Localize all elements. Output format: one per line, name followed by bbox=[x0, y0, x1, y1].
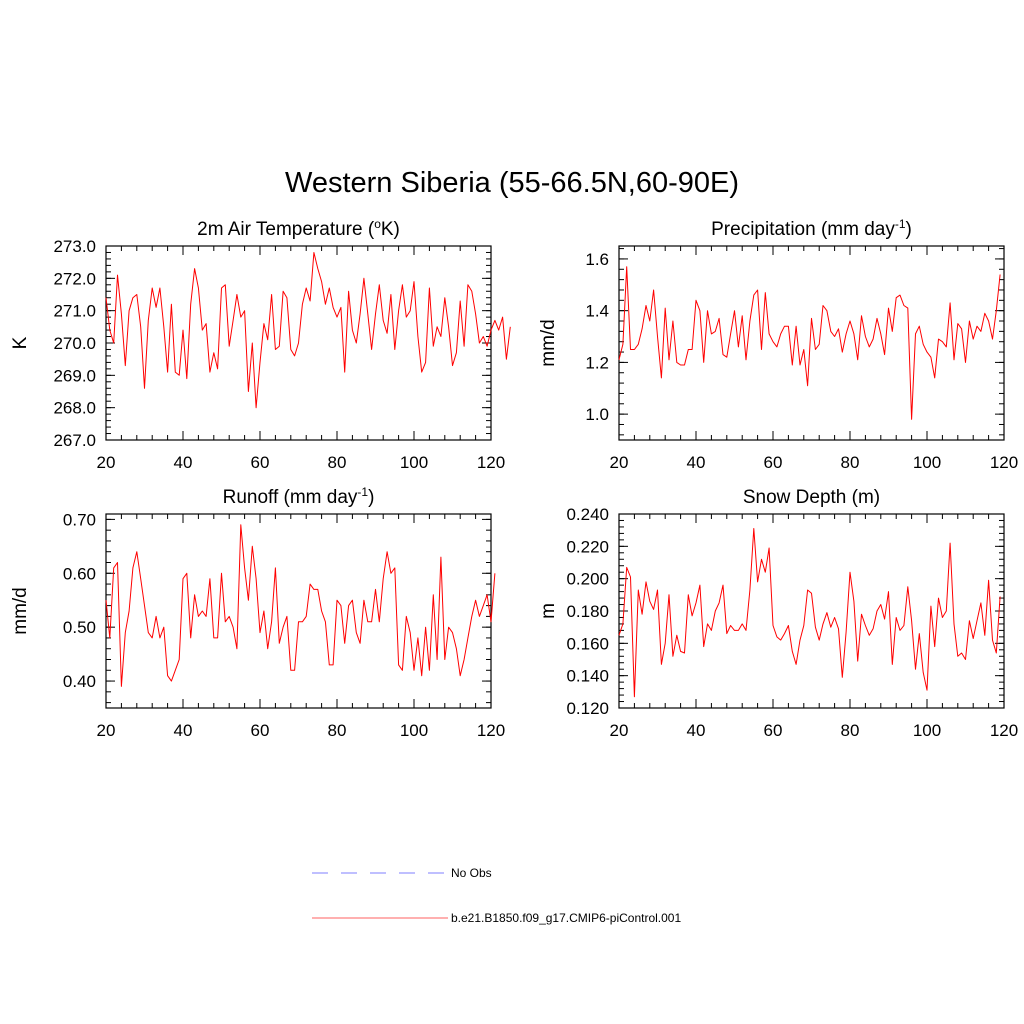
y-tick-label: 1.4 bbox=[585, 302, 609, 321]
y-tick-label: 267.0 bbox=[53, 431, 96, 450]
y-tick-label: 270.0 bbox=[53, 334, 96, 353]
x-tick-label: 40 bbox=[687, 453, 706, 472]
panel-title: Snow Depth (m) bbox=[743, 487, 880, 508]
panels: 2m Air Temperature (oK) K 20 40 60 80 100 120 26… bbox=[10, 217, 1018, 740]
x-tick-label: 20 bbox=[610, 721, 629, 740]
x-tick-label: 40 bbox=[174, 721, 193, 740]
series-line bbox=[105, 524, 496, 687]
legend-label: No Obs bbox=[451, 866, 492, 880]
y-tick-label: 1.6 bbox=[585, 250, 609, 269]
x-tick-label: 60 bbox=[251, 453, 270, 472]
y-tick-label: 0.200 bbox=[566, 570, 609, 589]
figure-title: Western Siberia (55-66.5N,60-90E) bbox=[285, 167, 739, 199]
y-tick-label: 271.0 bbox=[53, 302, 96, 321]
x-tick-label: 40 bbox=[687, 721, 706, 740]
y-axis-label: mm/d bbox=[10, 587, 31, 635]
panel-title: Precipitation (mm day-1) bbox=[711, 217, 912, 240]
x-tick-label: 60 bbox=[251, 721, 270, 740]
x-tick-label: 40 bbox=[174, 453, 193, 472]
x-tick-label: 20 bbox=[610, 453, 629, 472]
x-tick-label: 120 bbox=[477, 453, 505, 472]
y-tick-label: 0.220 bbox=[566, 537, 609, 556]
chart-panel: Snow Depth (m) m 20 40 60 80 100 120 0.120 0.140 0… bbox=[538, 487, 1018, 740]
x-tick-label: 80 bbox=[841, 453, 860, 472]
x-tick-label: 100 bbox=[400, 721, 428, 740]
x-tick-label: 20 bbox=[97, 721, 116, 740]
y-tick-label: 1.2 bbox=[585, 353, 609, 372]
plot-frame bbox=[105, 513, 492, 709]
y-axis-label: m bbox=[538, 603, 559, 619]
y-tick-label: 0.240 bbox=[566, 505, 609, 524]
y-tick-label: 0.180 bbox=[566, 602, 609, 621]
y-tick-label: 273.0 bbox=[53, 237, 96, 256]
y-tick-label: 0.40 bbox=[63, 672, 96, 691]
series-line bbox=[618, 266, 1001, 420]
x-tick-label: 80 bbox=[841, 721, 860, 740]
y-tick-label: 0.120 bbox=[566, 699, 609, 718]
plot-frame bbox=[618, 245, 1005, 441]
x-tick-label: 100 bbox=[400, 453, 428, 472]
x-tick-label: 80 bbox=[328, 453, 347, 472]
y-tick-label: 0.60 bbox=[63, 564, 96, 583]
chart-panel: Runoff (mm day-1) mm/d 20 40 60 80 100 120 0.40 0… bbox=[10, 485, 505, 740]
y-axis-label: K bbox=[10, 336, 31, 349]
y-tick-label: 0.50 bbox=[63, 618, 96, 637]
x-tick-label: 100 bbox=[913, 721, 941, 740]
chart-panel: 2m Air Temperature (oK) K 20 40 60 80 100 120 26… bbox=[10, 217, 511, 472]
y-tick-label: 0.70 bbox=[63, 510, 96, 529]
x-tick-label: 120 bbox=[477, 721, 505, 740]
series-line bbox=[105, 252, 511, 409]
x-tick-label: 100 bbox=[913, 453, 941, 472]
y-tick-label: 0.140 bbox=[566, 667, 609, 686]
x-tick-label: 20 bbox=[97, 453, 116, 472]
x-tick-label: 80 bbox=[328, 721, 347, 740]
panel-title: Runoff (mm day-1) bbox=[223, 485, 375, 508]
chart-panel: Precipitation (mm day-1) mm/d 20 40 60 80 100 1… bbox=[538, 217, 1018, 472]
y-tick-label: 1.0 bbox=[585, 405, 609, 424]
y-axis-label: mm/d bbox=[538, 319, 559, 367]
y-tick-label: 269.0 bbox=[53, 366, 96, 385]
x-tick-label: 60 bbox=[764, 453, 783, 472]
x-tick-label: 120 bbox=[990, 721, 1018, 740]
y-tick-label: 272.0 bbox=[53, 269, 96, 288]
series-line bbox=[618, 528, 1001, 698]
legend-label: b.e21.B1850.f09_g17.CMIP6-piControl.001 bbox=[451, 911, 681, 925]
x-tick-label: 120 bbox=[990, 453, 1018, 472]
legend: No Obs b.e21.B1850.f09_g17.CMIP6-piContro… bbox=[312, 866, 681, 925]
y-tick-label: 268.0 bbox=[53, 399, 96, 418]
y-tick-label: 0.160 bbox=[566, 634, 609, 653]
x-tick-label: 60 bbox=[764, 721, 783, 740]
panel-title: 2m Air Temperature (oK) bbox=[197, 217, 400, 240]
